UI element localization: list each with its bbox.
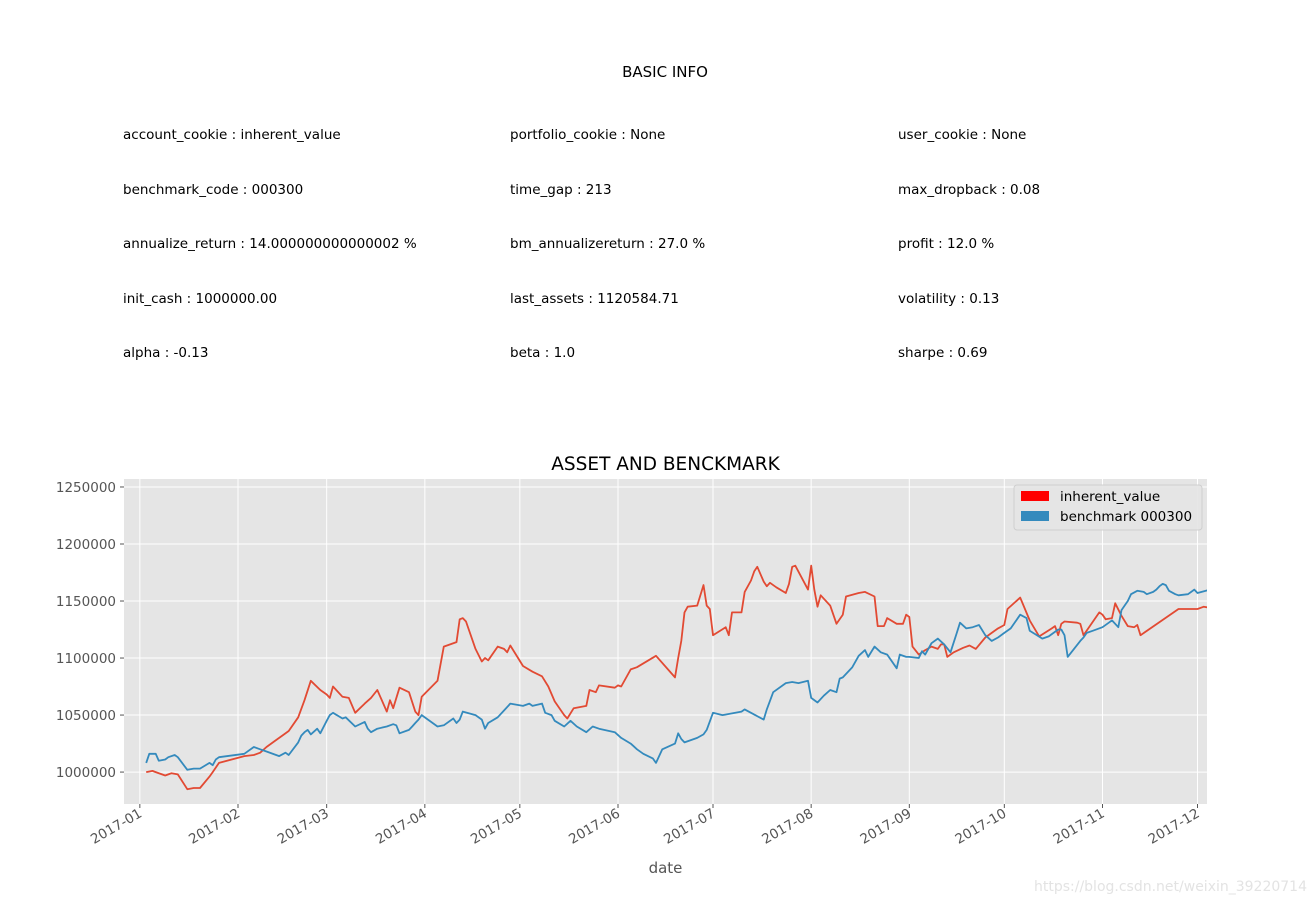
legend-swatch bbox=[1021, 491, 1049, 501]
info-item-r3-c2: volatility : 0.13 bbox=[898, 291, 1000, 307]
info-item-r2-c1: bm_annualizereturn : 27.0 % bbox=[510, 236, 706, 252]
y-tick-label: 1150000 bbox=[56, 594, 116, 610]
x-tick-label: 2017-01 bbox=[88, 806, 145, 848]
info-item-r2-c2: profit : 12.0 % bbox=[898, 236, 995, 252]
y-tick-label: 1050000 bbox=[56, 708, 116, 724]
info-item-r1-c1: time_gap : 213 bbox=[510, 182, 612, 198]
legend-label: inherent_value bbox=[1060, 489, 1160, 505]
x-tick-label: 2017-10 bbox=[952, 806, 1009, 848]
x-tick-label: 2017-03 bbox=[275, 806, 332, 848]
info-item-r0-c1: portfolio_cookie : None bbox=[510, 127, 666, 143]
info-item-r1-c0: benchmark_code : 000300 bbox=[123, 182, 304, 198]
x-axis-label: date bbox=[649, 859, 683, 877]
y-tick-label: 1200000 bbox=[56, 537, 116, 553]
x-tick-label: 2017-05 bbox=[468, 806, 525, 848]
watermark-url: https://blog.csdn.net/weixin_39220714 bbox=[1033, 879, 1307, 895]
x-tick-label: 2017-08 bbox=[759, 806, 816, 848]
y-tick-label: 1250000 bbox=[56, 480, 116, 496]
y-tick-label: 1000000 bbox=[56, 765, 116, 781]
x-tick-label: 2017-11 bbox=[1051, 806, 1108, 848]
info-item-r2-c0: annualize_return : 14.000000000000002 % bbox=[123, 236, 417, 252]
x-tick-label: 2017-02 bbox=[186, 806, 243, 848]
info-item-r3-c1: last_assets : 1120584.71 bbox=[510, 291, 679, 307]
x-tick-label: 2017-06 bbox=[566, 806, 623, 848]
info-item-r4-c0: alpha : -0.13 bbox=[123, 345, 209, 361]
basic-info-title: BASIC INFO bbox=[622, 63, 708, 81]
x-tick-label: 2017-09 bbox=[857, 806, 914, 848]
legend-label: benchmark 000300 bbox=[1060, 509, 1192, 525]
chart-title: ASSET AND BENCKMARK bbox=[551, 454, 780, 475]
info-item-r1-c2: max_dropback : 0.08 bbox=[898, 182, 1041, 198]
plot-area bbox=[124, 479, 1207, 804]
info-item-r3-c0: init_cash : 1000000.00 bbox=[123, 291, 278, 307]
series-line-benchmark-000300 bbox=[145, 583, 1207, 771]
info-item-r4-c2: sharpe : 0.69 bbox=[898, 345, 988, 361]
legend-box bbox=[1013, 484, 1203, 531]
y-tick-label: 1100000 bbox=[56, 651, 116, 667]
series-line-inherent_value bbox=[146, 564, 1207, 791]
x-tick-label: 2017-04 bbox=[373, 806, 430, 848]
x-tick-label: 2017-07 bbox=[661, 806, 718, 848]
legend-swatch bbox=[1021, 511, 1049, 521]
info-item-r0-c0: account_cookie : inherent_value bbox=[123, 127, 341, 143]
info-item-r0-c2: user_cookie : None bbox=[898, 127, 1027, 143]
info-item-r4-c1: beta : 1.0 bbox=[510, 345, 576, 361]
x-tick-label: 2017-12 bbox=[1146, 806, 1203, 848]
